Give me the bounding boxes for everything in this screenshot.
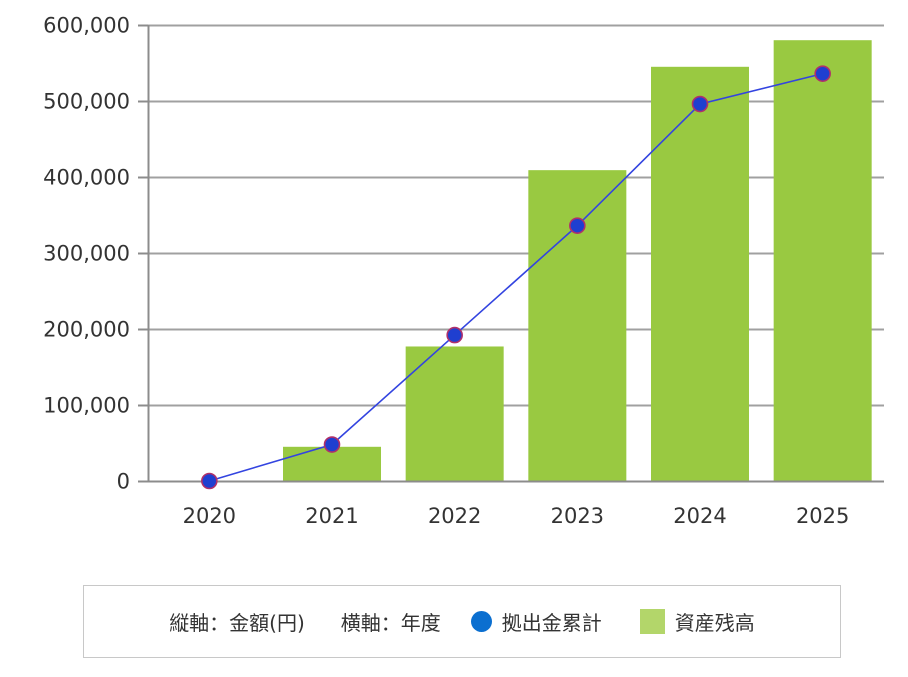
bar xyxy=(651,66,749,482)
y-tick-label: 100,000 xyxy=(43,394,130,418)
chart-plot: 0 100,000 200,000 300,000 400,000 500,000 600,… xyxy=(43,14,884,528)
bar-series xyxy=(283,40,872,482)
x-tick-labels: 2020 2021 2022 2023 2024 2025 xyxy=(183,504,850,528)
legend-item-line-series: 拠出金累計 xyxy=(470,607,602,636)
x-tick-label: 2024 xyxy=(673,504,726,528)
x-tick-label: 2023 xyxy=(551,504,604,528)
legend-line-series-label: 拠出金累計 xyxy=(501,611,602,635)
legend: 縦軸：金額(円) 横軸：年度 拠出金累計 資産残高 xyxy=(83,585,841,658)
data-point xyxy=(446,326,463,344)
bar xyxy=(773,40,872,481)
x-tick-label: 2022 xyxy=(428,504,481,528)
data-point xyxy=(569,217,586,234)
square-swatch-icon xyxy=(639,609,665,634)
legend-x-axis-label: 横軸：年度 xyxy=(340,611,441,635)
circle-marker-icon xyxy=(470,611,492,632)
x-tick-label: 2025 xyxy=(796,504,849,528)
x-tick-label: 2020 xyxy=(183,504,236,528)
x-tick-label: 2021 xyxy=(305,504,358,528)
line-series xyxy=(201,65,831,490)
data-point xyxy=(323,436,341,453)
y-tick-label: 300,000 xyxy=(43,242,130,266)
data-point xyxy=(691,95,709,113)
legend-y-axis-label: 縦軸：金額(円) xyxy=(169,611,305,635)
data-point xyxy=(201,472,218,490)
data-point xyxy=(814,65,831,82)
bar xyxy=(528,170,627,481)
y-tick-label: 200,000 xyxy=(43,318,130,342)
y-tick-labels: 0 100,000 200,000 300,000 400,000 500,000 600,… xyxy=(43,14,130,494)
y-tick-label: 400,000 xyxy=(43,166,130,190)
y-tick-label: 0 xyxy=(117,470,130,494)
y-tick-label: 600,000 xyxy=(43,14,130,38)
axes xyxy=(138,24,884,483)
gridlines xyxy=(148,24,884,407)
legend-bar-series-label: 資産残高 xyxy=(674,611,755,635)
y-tick-label: 500,000 xyxy=(43,90,130,114)
bar xyxy=(405,346,504,481)
legend-item-bar-series: 資産残高 xyxy=(639,607,755,636)
series-line xyxy=(209,72,823,482)
